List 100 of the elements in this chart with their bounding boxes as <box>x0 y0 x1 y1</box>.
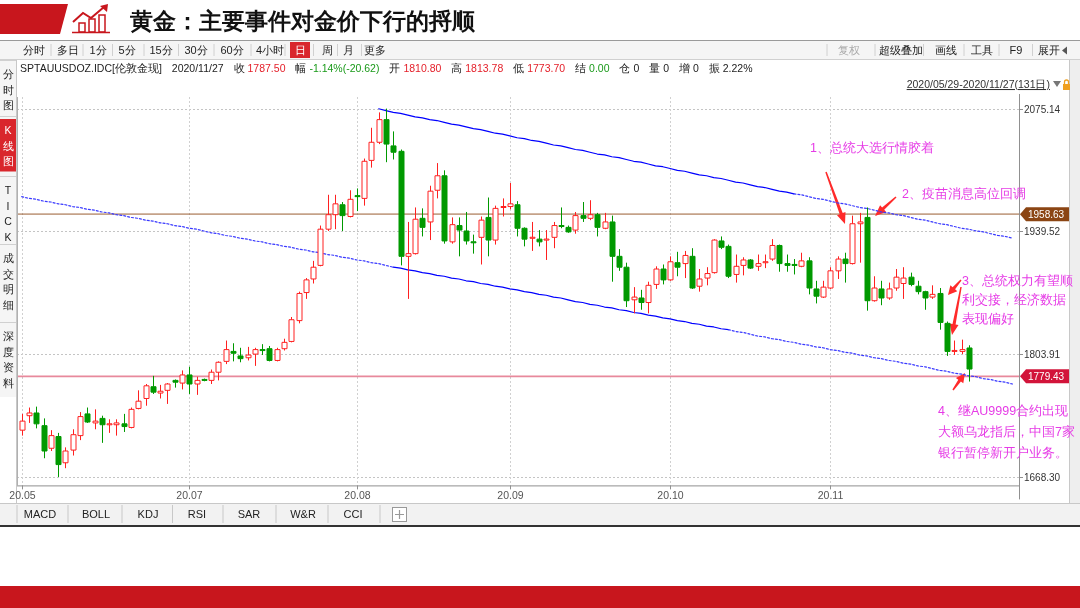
text: 开 1810.80 <box>389 62 442 74</box>
candlestick <box>587 199 594 221</box>
text: 多日 <box>57 44 79 56</box>
x-tick-label: 20.10 <box>657 489 684 502</box>
candlestick <box>492 205 499 246</box>
candlestick <box>157 384 164 399</box>
text: SAR <box>237 508 261 520</box>
candlestick <box>929 284 936 300</box>
text: SPTAUUSDOZ.IDC[伦敦金现] <box>20 62 162 74</box>
candlestick <box>638 289 645 311</box>
candlestick <box>594 212 601 237</box>
ref-line-label: 1779.43 <box>1028 370 1065 382</box>
text: 15分 <box>149 44 173 56</box>
text: 收 1787.50 <box>233 62 286 74</box>
candlestick <box>230 342 237 362</box>
line-series <box>378 108 795 195</box>
text: 2020/05/29-2020/11/27(131日) <box>906 78 1050 90</box>
text: 2020/11/27 <box>171 62 224 74</box>
text: 更多 <box>364 44 386 56</box>
candlestick <box>99 415 106 444</box>
candlestick <box>558 206 565 229</box>
text: F9 <box>1009 44 1023 56</box>
text: 深度资料 <box>2 330 14 389</box>
candlestick <box>128 407 135 429</box>
candlestick <box>551 221 558 249</box>
candlestick <box>660 263 667 285</box>
text: 周 <box>321 44 333 56</box>
text: 分时 <box>23 44 45 56</box>
x-tick-label: 20.09 <box>497 489 524 502</box>
candlestick <box>92 408 99 430</box>
text: 增 0 <box>678 62 699 74</box>
candlestick <box>711 238 718 275</box>
candlestick <box>55 432 62 478</box>
candlestick <box>674 251 681 277</box>
candlestick <box>769 238 776 262</box>
candlestick <box>864 206 871 312</box>
candlestick <box>478 216 485 265</box>
candlestick <box>223 340 230 365</box>
text: TICK <box>4 184 13 243</box>
candlestick <box>434 162 441 199</box>
text: 仓 0 <box>619 62 640 74</box>
candlestick <box>33 406 40 429</box>
candlestick <box>580 201 587 223</box>
candlestick <box>682 250 689 279</box>
candlestick <box>645 281 652 314</box>
text: 工具 <box>971 44 993 56</box>
candlestick <box>441 169 448 245</box>
candlestick <box>747 258 754 270</box>
candlestick <box>733 254 740 284</box>
candlestick <box>274 347 281 362</box>
candlestick <box>135 389 142 410</box>
candlestick <box>944 321 951 357</box>
candlestick <box>237 347 244 363</box>
candlestick <box>536 229 543 247</box>
text: 30分 <box>184 44 208 56</box>
candlestick <box>937 287 944 331</box>
candlestick <box>667 255 674 282</box>
ref-line-label: 1958.63 <box>1028 208 1065 220</box>
selected-period-button: 日 <box>290 42 310 58</box>
x-tick-label: 20.05 <box>9 489 36 502</box>
y-tick-label: 2075.14 <box>1024 104 1061 115</box>
text: RSI <box>187 508 207 520</box>
text: 月 <box>342 44 354 56</box>
candlestick <box>842 252 849 284</box>
text: W&R <box>290 508 316 520</box>
candlestick <box>449 216 456 245</box>
text: 60分 <box>220 44 244 56</box>
candlestick <box>41 417 48 459</box>
candlestick <box>878 280 885 306</box>
candlestick <box>172 378 179 389</box>
candlestick <box>354 187 361 212</box>
candlestick <box>48 429 55 452</box>
candlestick <box>19 413 26 437</box>
text: 4小时 <box>255 44 285 56</box>
x-tick-label: 20.07 <box>176 489 203 502</box>
text: 量 0 <box>649 62 670 74</box>
y-tick-label: 1939.52 <box>1024 226 1061 237</box>
text: 低 1773.70 <box>513 62 566 74</box>
text: 分时图 <box>2 68 14 111</box>
candlestick <box>908 272 915 287</box>
candlestick <box>339 201 346 232</box>
candlestick <box>383 108 390 163</box>
candlestick <box>602 212 609 230</box>
candlestick <box>194 376 201 396</box>
text: 幅 -1.14%(-20.62) <box>295 62 380 74</box>
candlestick <box>572 211 579 235</box>
text: 高 1813.78 <box>451 62 504 74</box>
text: 超级叠加 <box>879 44 923 56</box>
candlestick <box>485 197 492 257</box>
y-tick-label: 1803.91 <box>1024 349 1061 360</box>
text: 复权 <box>838 44 860 56</box>
selected-side-tab: K线图 <box>0 119 16 172</box>
candlestick <box>150 375 157 395</box>
candlestick <box>631 286 638 314</box>
candlestick <box>164 382 171 405</box>
line-series <box>392 266 729 331</box>
candlestick <box>565 225 572 234</box>
candlestick <box>762 254 769 269</box>
text: CCI <box>343 508 363 520</box>
y-tick-label: 1668.30 <box>1024 472 1061 483</box>
